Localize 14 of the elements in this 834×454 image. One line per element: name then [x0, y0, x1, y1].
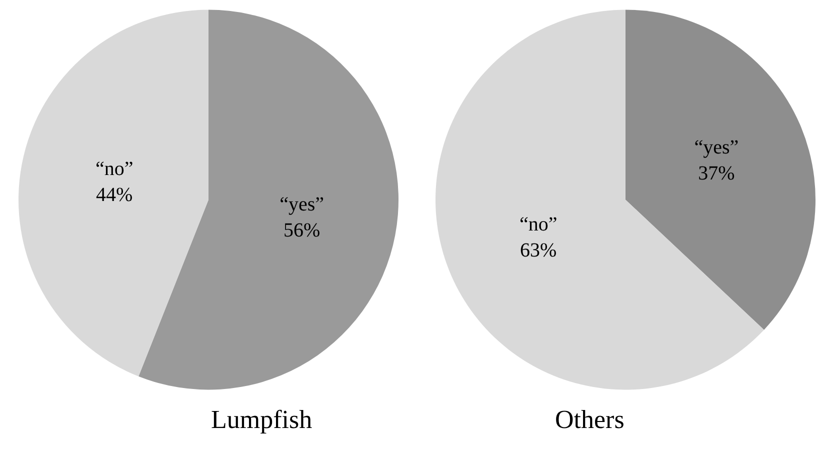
- pie-slice: [18, 10, 208, 376]
- slice-label: “yes”: [280, 194, 324, 216]
- slice-label: “no”: [519, 213, 558, 236]
- data-label: 44%: [96, 184, 133, 206]
- text: Others: [555, 405, 624, 434]
- slice-label: “yes”: [694, 136, 739, 158]
- pie-slice: [138, 10, 398, 390]
- data-label: 37%: [698, 162, 735, 184]
- data-label: 56%: [283, 220, 320, 242]
- pie-slice: [626, 10, 816, 330]
- slice-label: “no”: [95, 158, 134, 180]
- data-label: 63%: [520, 239, 557, 262]
- text: Lumpfish: [211, 405, 312, 434]
- pie-slice: [436, 10, 764, 390]
